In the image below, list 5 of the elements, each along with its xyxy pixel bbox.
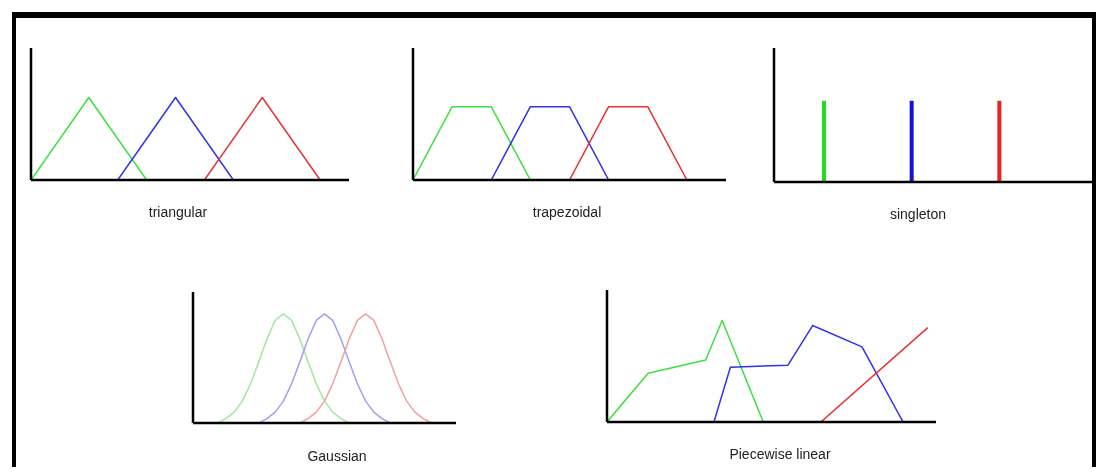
x-axis-title: singleton bbox=[888, 206, 947, 222]
x-axis-title: trapezoidal bbox=[531, 204, 603, 220]
x-axis-title: Piecewise linear bbox=[728, 446, 832, 462]
x-axis-title: triangular bbox=[147, 204, 209, 220]
x-axis-title: Gaussian bbox=[306, 448, 368, 464]
